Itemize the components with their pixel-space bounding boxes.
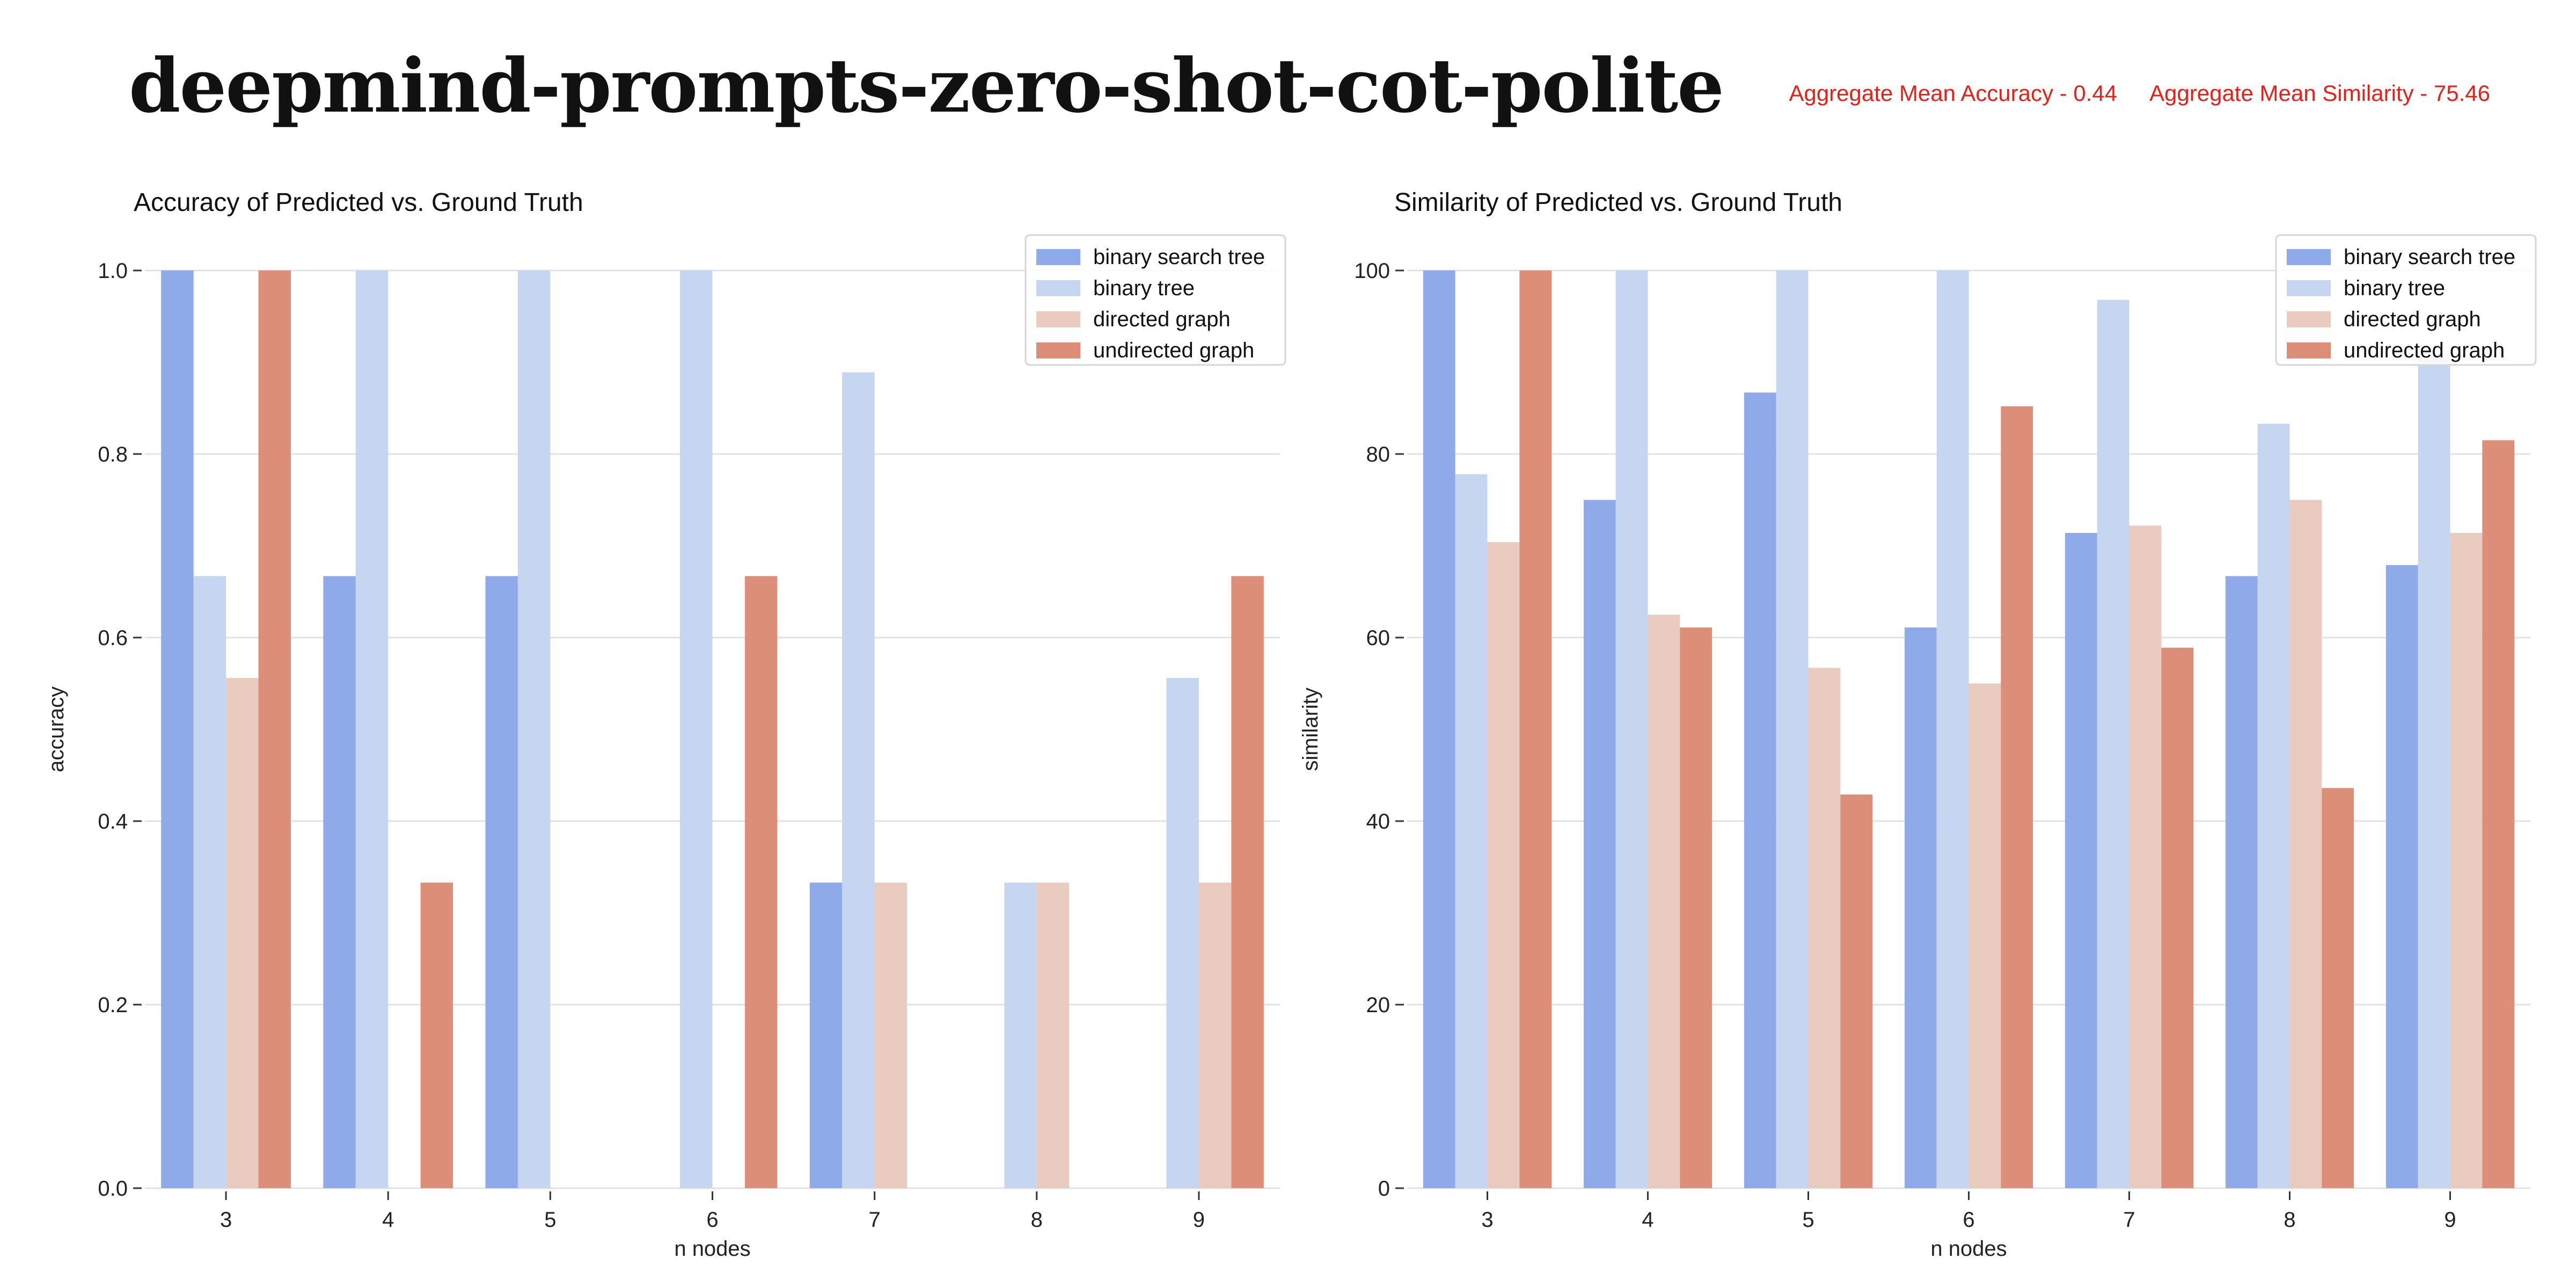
bar-directed-graph-9	[1198, 882, 1232, 1188]
y-tick-label: 1.0	[98, 259, 128, 283]
bar-undirected-graph-9	[1231, 576, 1264, 1188]
bar-binary-search-tree-5	[485, 576, 518, 1188]
legend-label: binary tree	[1093, 276, 1195, 300]
legend-swatch	[1036, 311, 1080, 327]
bar-binary-search-tree-7	[809, 882, 843, 1188]
bar-directed-graph-8	[1036, 882, 1070, 1188]
y-axis-label: accuracy	[45, 686, 68, 772]
x-tick-label: 6	[706, 1208, 718, 1232]
bar-binary-tree-4	[355, 270, 389, 1188]
bar-directed-graph-7	[874, 882, 908, 1188]
legend-swatch	[1036, 249, 1080, 265]
page-title: deepmind-prompts-zero-shot-cot-polite	[129, 42, 1724, 129]
x-tick-label: 4	[382, 1208, 394, 1232]
legend-label: undirected graph	[1093, 339, 1254, 362]
bar-binary-tree-9	[1166, 678, 1199, 1188]
bar-binary-tree-5	[517, 270, 551, 1188]
chart-title: Accuracy of Predicted vs. Ground Truth	[134, 188, 583, 217]
y-tick-label: 0.2	[98, 993, 128, 1017]
bar-binary-tree-8	[1004, 882, 1037, 1188]
legend-swatch	[1036, 280, 1080, 296]
bar-binary-search-tree-3	[161, 270, 194, 1188]
y-tick-label: 0.0	[98, 1177, 128, 1201]
legend-label: directed graph	[1093, 308, 1231, 331]
x-tick-label: 7	[869, 1208, 881, 1232]
bar-undirected-graph-3	[258, 270, 291, 1188]
bar-binary-search-tree-4	[323, 576, 356, 1188]
x-tick-label: 8	[1031, 1208, 1043, 1232]
bar-undirected-graph-4	[420, 882, 453, 1188]
y-tick-label: 0.8	[98, 443, 128, 466]
legend-swatch	[1036, 342, 1080, 358]
bar-binary-tree-6	[680, 270, 713, 1188]
bar-binary-tree-3	[193, 576, 226, 1188]
bar-directed-graph-3	[226, 678, 259, 1188]
chart-0-group: Accuracy of Predicted vs. Ground Truth 0.…	[45, 188, 1286, 1261]
legend: binary search tree binary tree directed gr…	[1024, 234, 1286, 366]
aggregate-metrics: Aggregate Mean Accuracy - 0.44 Aggregate…	[1789, 80, 2490, 106]
aggregate-similarity: Aggregate Mean Similarity - 75.46	[2149, 80, 2490, 106]
x-axis-label: n nodes	[674, 1237, 750, 1261]
bar-binary-tree-7	[842, 372, 875, 1188]
x-tick-label: 5	[544, 1208, 556, 1232]
y-tick-label: 0.4	[98, 810, 128, 833]
aggregate-accuracy: Aggregate Mean Accuracy - 0.44	[1789, 80, 2118, 106]
legend-label: binary search tree	[1093, 245, 1265, 269]
bar-undirected-graph-6	[744, 576, 778, 1188]
x-tick-label: 9	[1193, 1208, 1205, 1232]
x-tick-label: 3	[220, 1208, 232, 1232]
legend-box	[1024, 234, 1286, 366]
y-tick-label: 0.6	[98, 626, 128, 650]
